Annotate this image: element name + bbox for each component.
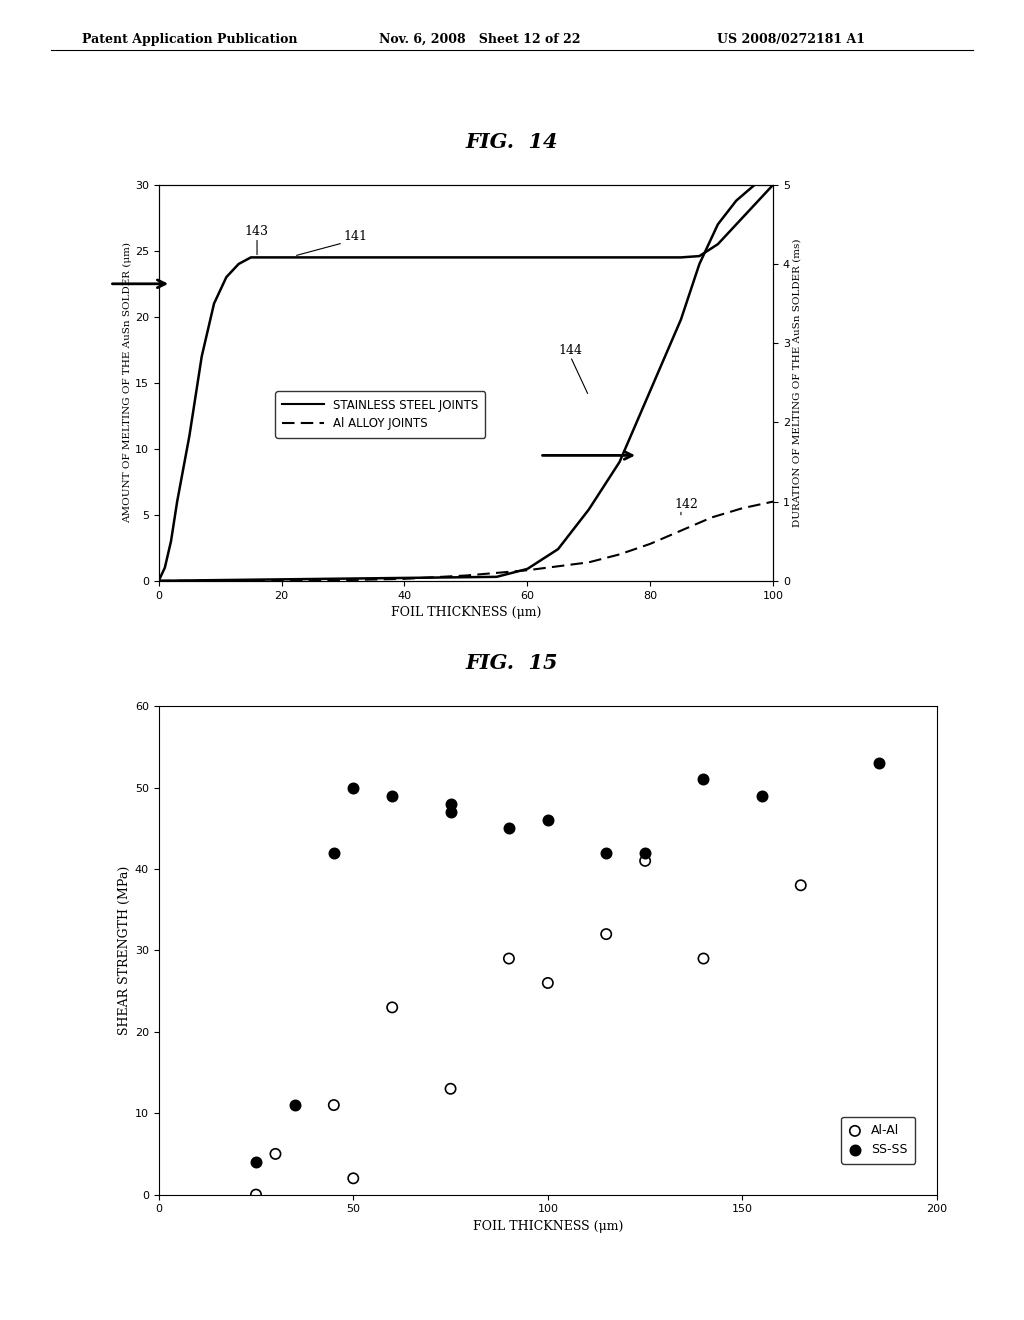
Text: FIG.  14: FIG. 14 xyxy=(466,132,558,152)
Al-Al xyxy=(384,997,400,1018)
Al-Al xyxy=(793,875,809,896)
SS-SS xyxy=(540,809,556,830)
Text: 141: 141 xyxy=(343,230,367,243)
SS-SS xyxy=(754,785,770,807)
SS-SS xyxy=(442,801,459,822)
Text: Nov. 6, 2008   Sheet 12 of 22: Nov. 6, 2008 Sheet 12 of 22 xyxy=(379,33,581,46)
Legend: STAINLESS STEEL JOINTS, Al ALLOY JOINTS: STAINLESS STEEL JOINTS, Al ALLOY JOINTS xyxy=(275,392,485,437)
Al-Al xyxy=(442,1078,459,1100)
SS-SS xyxy=(637,842,653,863)
SS-SS xyxy=(326,842,342,863)
SS-SS xyxy=(287,1094,303,1115)
Text: Patent Application Publication: Patent Application Publication xyxy=(82,33,297,46)
Text: US 2008/0272181 A1: US 2008/0272181 A1 xyxy=(717,33,865,46)
SS-SS xyxy=(870,752,887,774)
Al-Al xyxy=(326,1094,342,1115)
SS-SS xyxy=(248,1151,264,1172)
SS-SS xyxy=(501,818,517,840)
Legend: Al-Al, SS-SS: Al-Al, SS-SS xyxy=(841,1117,915,1164)
SS-SS xyxy=(345,777,361,799)
Text: 142: 142 xyxy=(675,498,698,511)
Al-Al xyxy=(267,1143,284,1164)
Al-Al xyxy=(598,924,614,945)
Text: 143: 143 xyxy=(245,224,268,238)
SS-SS xyxy=(384,785,400,807)
Text: FIG.  15: FIG. 15 xyxy=(466,653,558,673)
X-axis label: FOIL THICKNESS (μm): FOIL THICKNESS (μm) xyxy=(473,1220,623,1233)
Al-Al xyxy=(540,973,556,994)
X-axis label: FOIL THICKNESS (μm): FOIL THICKNESS (μm) xyxy=(391,606,541,619)
Y-axis label: DURATION OF MELTING OF THE AuSn SOLDER (ms): DURATION OF MELTING OF THE AuSn SOLDER (… xyxy=(793,239,802,527)
Text: 144: 144 xyxy=(558,343,582,356)
SS-SS xyxy=(695,768,712,789)
Al-Al xyxy=(695,948,712,969)
Al-Al xyxy=(637,850,653,871)
Al-Al xyxy=(248,1184,264,1205)
Al-Al xyxy=(345,1168,361,1189)
Y-axis label: SHEAR STRENGTH (MPa): SHEAR STRENGTH (MPa) xyxy=(118,866,131,1035)
SS-SS xyxy=(598,842,614,863)
Al-Al xyxy=(501,948,517,969)
SS-SS xyxy=(442,793,459,814)
Y-axis label: AMOUNT OF MELTING OF THE AuSn SOLDER (μm): AMOUNT OF MELTING OF THE AuSn SOLDER (μm… xyxy=(123,243,132,523)
